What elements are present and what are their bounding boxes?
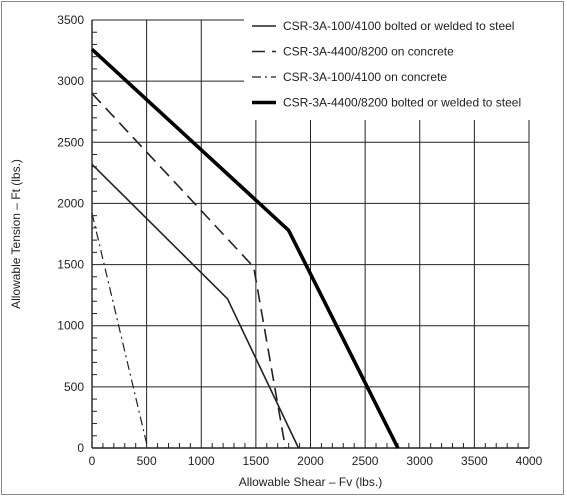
y-tick-label: 3000 (57, 74, 84, 88)
legend-label-2: CSR-3A-4400/8200 on concrete (283, 45, 454, 59)
x-tick-label: 1000 (188, 454, 215, 468)
y-tick-label: 2000 (57, 196, 84, 210)
y-axis-label: Allowable Tension – Ft (lbs.) (9, 159, 23, 309)
y-tick-label: 0 (77, 441, 84, 455)
y-tick-label: 3500 (57, 13, 84, 27)
y-tick-label: 2500 (57, 135, 84, 149)
legend-label-1: CSR-3A-100/4100 bolted or welded to stee… (283, 19, 514, 33)
x-tick-label: 3500 (461, 454, 488, 468)
series-line-1 (91, 163, 300, 449)
y-tick-label: 1500 (57, 258, 84, 272)
legend-label-4: CSR-3A-4400/8200 bolted or welded to ste… (283, 96, 521, 110)
x-tick-label: 2500 (352, 454, 379, 468)
y-tick-label: 1000 (57, 319, 84, 333)
y-tick-label: 500 (64, 380, 84, 394)
legend-background (244, 14, 555, 120)
legend: CSR-3A-100/4100 bolted or welded to stee… (252, 19, 521, 110)
x-tick-label: 1500 (243, 454, 270, 468)
legend-label-3: CSR-3A-100/4100 on concrete (283, 70, 447, 84)
x-axis-label: Allowable Shear – Fv (lbs.) (239, 475, 382, 489)
series-line-4 (90, 47, 400, 449)
series-line-2 (91, 92, 287, 449)
x-tick-label: 3000 (406, 454, 433, 468)
x-tick-label: 2000 (297, 454, 324, 468)
tick-labels: 0 500 1000 1500 2000 2500 3000 3500 4000 0 500 1000… (57, 13, 542, 468)
x-tick-label: 4000 (516, 454, 543, 468)
series-layer (90, 47, 400, 449)
x-tick-label: 500 (137, 454, 157, 468)
series-line-3 (91, 213, 149, 449)
legend-box (244, 14, 555, 120)
x-tick-label: 0 (89, 454, 96, 468)
